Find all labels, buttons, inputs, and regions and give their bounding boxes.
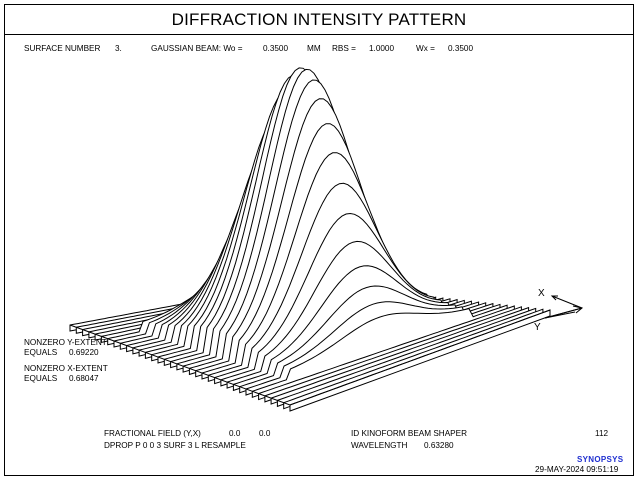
wo-value: 0.3500 — [263, 44, 289, 53]
surface-number-value: 3. — [115, 44, 122, 53]
axis-x-label: X — [538, 288, 545, 299]
y-extent-equals: EQUALS — [24, 348, 58, 357]
y-extent-label: NONZERO Y-EXTENT — [24, 338, 107, 347]
axis-x-direction — [551, 295, 583, 309]
rbs-label: RBS = — [332, 44, 356, 53]
x-extent-label: NONZERO X-EXTENT — [24, 364, 108, 373]
wavelength-label: WAVELENGTH — [351, 441, 408, 450]
title-bar: DIFFRACTION INTENSITY PATTERN — [4, 4, 634, 35]
x-extent-value: 0.68047 — [69, 374, 99, 383]
wavelength-value: 0.63280 — [424, 441, 454, 450]
y-extent-value: 0.69220 — [69, 348, 99, 357]
plot-frame — [4, 4, 634, 476]
field-y-value: 0.0 — [229, 429, 241, 438]
system-name: ID KINOFORM BEAM SHAPER — [351, 429, 468, 438]
field-x-value: 0.0 — [259, 429, 271, 438]
base-plane-edge — [69, 309, 551, 406]
axis-arrowhead — [550, 295, 558, 301]
unit-label: MM — [307, 44, 321, 53]
gaussian-beam-label: GAUSSIAN BEAM: Wo = — [151, 44, 243, 53]
synopsys-logo: SYNOPSYS — [577, 455, 624, 464]
rbs-value: 1.0000 — [369, 44, 395, 53]
axis-indicator — [544, 295, 584, 319]
axis-y-label: Y — [534, 322, 541, 333]
page-number: 112 — [595, 429, 609, 438]
fractional-field-label: FRACTIONAL FIELD (Y,X) — [104, 429, 201, 438]
axis-y-direction — [544, 311, 576, 319]
x-extent-equals: EQUALS — [24, 374, 58, 383]
surface-number-label: SURFACE NUMBER — [24, 44, 101, 53]
timestamp: 29-MAY-2024 09:51:19 — [535, 465, 619, 474]
wx-label: Wx = — [416, 44, 435, 53]
page-title: DIFFRACTION INTENSITY PATTERN — [171, 10, 467, 29]
intensity-surface — [69, 67, 551, 412]
wx-value: 0.3500 — [448, 44, 474, 53]
command-text: DPROP P 0 0 3 SURF 3 L RESAMPLE — [104, 441, 246, 450]
